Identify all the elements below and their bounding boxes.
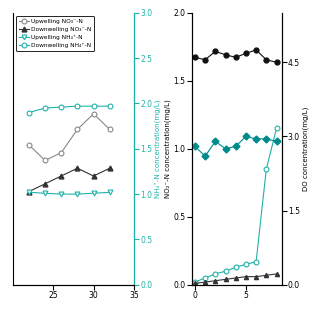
Upwelling NO₃⁻-N	[92, 112, 95, 116]
Upwelling NH₄⁺-N	[92, 191, 95, 195]
Upwelling NH₄⁺-N	[59, 192, 63, 196]
Y-axis label: DO concentration(mg/L): DO concentration(mg/L)	[303, 107, 309, 191]
Downwelling NH₄⁺-N	[76, 104, 79, 108]
Downwelling NO₃⁻-N	[76, 166, 79, 170]
Upwelling NO₃⁻-N	[43, 158, 47, 162]
Line: Upwelling NO₃⁻-N: Upwelling NO₃⁻-N	[27, 111, 112, 163]
Upwelling NH₄⁺-N	[108, 190, 112, 194]
Upwelling NO₃⁻-N	[108, 127, 112, 131]
Downwelling NH₄⁺-N	[59, 105, 63, 109]
Upwelling NO₃⁻-N	[27, 143, 31, 147]
Upwelling NH₄⁺-N	[43, 191, 47, 195]
Downwelling NH₄⁺-N	[43, 106, 47, 110]
Upwelling NO₃⁻-N	[76, 127, 79, 131]
Downwelling NO₃⁻-N	[43, 182, 47, 186]
Downwelling NH₄⁺-N	[92, 104, 95, 108]
Legend: Upwelling NO₃⁻-N, Downwelling NO₃⁻-N, Upwelling NH₄⁺-N, Downwelling NH₄⁺-N: Upwelling NO₃⁻-N, Downwelling NO₃⁻-N, Up…	[16, 16, 94, 51]
Downwelling NO₃⁻-N	[59, 174, 63, 178]
Downwelling NO₃⁻-N	[27, 190, 31, 194]
Upwelling NH₄⁺-N	[27, 190, 31, 194]
Line: Upwelling NH₄⁺-N: Upwelling NH₄⁺-N	[27, 190, 112, 196]
Upwelling NH₄⁺-N	[76, 192, 79, 196]
Y-axis label: NH₄⁺-N concentration(mg/L): NH₄⁺-N concentration(mg/L)	[155, 100, 162, 198]
Y-axis label: NO₂⁻-N concentration(mg/L): NO₂⁻-N concentration(mg/L)	[164, 100, 171, 198]
Downwelling NO₃⁻-N	[108, 166, 112, 170]
Downwelling NO₃⁻-N	[92, 174, 95, 178]
Line: Downwelling NH₄⁺-N: Downwelling NH₄⁺-N	[27, 104, 112, 115]
Downwelling NH₄⁺-N	[27, 111, 31, 115]
Upwelling NO₃⁻-N	[59, 151, 63, 155]
Downwelling NH₄⁺-N	[108, 104, 112, 108]
Line: Downwelling NO₃⁻-N: Downwelling NO₃⁻-N	[27, 166, 112, 194]
